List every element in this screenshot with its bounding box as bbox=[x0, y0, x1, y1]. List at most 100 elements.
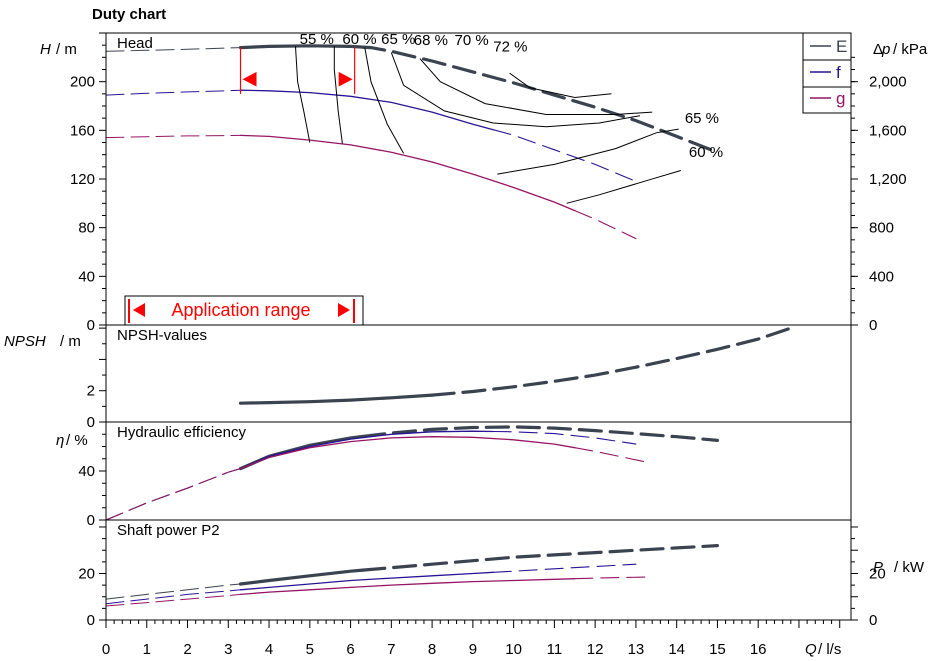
efficiency-label-2: 65 % bbox=[381, 31, 415, 48]
curves-layer bbox=[105, 44, 793, 607]
curve-head-E-right bbox=[361, 45, 719, 154]
x-tick-label: 5 bbox=[306, 641, 314, 658]
chart-title: Duty chart bbox=[92, 6, 166, 23]
x-tick-label: 6 bbox=[346, 641, 354, 658]
curve-power-g-left bbox=[105, 593, 241, 607]
y-tick-label: 0 bbox=[87, 612, 95, 629]
x-tick-label: 3 bbox=[224, 641, 232, 658]
efficiency-label-4: 70 % bbox=[455, 32, 489, 49]
y2-tick-label: 400 bbox=[869, 268, 894, 285]
app-range-box bbox=[124, 295, 364, 326]
head-y-label: H bbox=[40, 41, 51, 58]
x-axis-unit: / l/s bbox=[818, 641, 841, 658]
efficiency-contour-2 bbox=[364, 47, 405, 154]
efficiency-contours bbox=[295, 46, 681, 204]
x-axis-label: Q bbox=[805, 641, 817, 658]
curve-power-E-op bbox=[238, 568, 365, 586]
power-y-label: P bbox=[873, 559, 883, 576]
efficiency-label-3: 68 % bbox=[414, 32, 448, 49]
efficiency-label-5: 72 % bbox=[493, 38, 527, 55]
x-tick-label: 13 bbox=[628, 641, 645, 658]
power-tick-label: 0 bbox=[869, 612, 877, 629]
y2-tick-label: 1,200 bbox=[869, 171, 907, 188]
curve-power-f-left bbox=[105, 589, 241, 605]
curve-head-f-right bbox=[492, 129, 637, 182]
y-tick-label: 20 bbox=[78, 565, 95, 582]
efficiency-label-1: 60 % bbox=[342, 31, 376, 48]
x-tick-label: 1 bbox=[143, 641, 151, 658]
curve-efficiency-g-op bbox=[239, 436, 576, 470]
curve-efficiency-E-left bbox=[105, 468, 241, 521]
efficiency-label-6: 65 % bbox=[685, 110, 719, 127]
x-tick-label: 0 bbox=[102, 641, 110, 658]
efficiency-contour-0 bbox=[295, 46, 311, 143]
y-tick-label: 0 bbox=[87, 512, 95, 529]
x-tick-label: 12 bbox=[587, 641, 604, 658]
x-tick-label: 15 bbox=[709, 641, 726, 658]
y-tick-label: 200 bbox=[70, 74, 95, 91]
x-tick-label: 7 bbox=[387, 641, 395, 658]
curve-power-f-right bbox=[492, 563, 637, 573]
panel-title-power: Shaft power P2 bbox=[117, 522, 220, 539]
curve-efficiency-g-left bbox=[105, 468, 241, 521]
y2-label-delta: Δ bbox=[873, 41, 883, 58]
y2-tick-label: 2,000 bbox=[869, 74, 907, 91]
efficiency-label-0: 55 % bbox=[300, 31, 334, 48]
curve-efficiency-g-right bbox=[574, 447, 649, 463]
y2-label-p: p bbox=[881, 41, 890, 58]
head-y-unit: / m bbox=[56, 41, 77, 58]
app-range-box-arrow-right bbox=[338, 303, 350, 317]
curve-efficiency-f-left bbox=[105, 468, 241, 521]
curve-power-f-op bbox=[239, 571, 494, 591]
axes-layer bbox=[99, 32, 858, 628]
panel-title-efficiency: Hydraulic efficiency bbox=[117, 424, 246, 441]
curve-npsh-E-op bbox=[238, 393, 434, 405]
curve-power-g-right bbox=[574, 576, 649, 580]
npsh-y-unit: / m bbox=[60, 333, 81, 350]
x-tick-label: 16 bbox=[750, 641, 767, 658]
y-tick-label: 0 bbox=[87, 414, 95, 431]
efficiency-contour-5 bbox=[509, 72, 612, 99]
curve-head-g-op bbox=[239, 134, 576, 212]
efficiency-contour-7 bbox=[566, 170, 681, 204]
curve-head-g-right bbox=[574, 210, 637, 240]
y2-tick-label: 800 bbox=[869, 220, 894, 237]
x-tick-label: 9 bbox=[469, 641, 477, 658]
curve-head-E-op bbox=[238, 44, 365, 50]
y-tick-label: 0 bbox=[87, 317, 95, 334]
panel-title-head: Head bbox=[117, 35, 153, 52]
y2-tick-label: 1,600 bbox=[869, 122, 907, 139]
eff-y-label: η bbox=[56, 432, 64, 449]
curve-efficiency-f-right bbox=[492, 430, 637, 445]
app-range-label: Application range bbox=[171, 300, 310, 320]
panel-title-npsh: NPSH-values bbox=[117, 327, 207, 344]
app-range-arrow-left bbox=[242, 71, 257, 87]
plot-frame bbox=[105, 32, 852, 621]
x-tick-label: 11 bbox=[547, 641, 563, 658]
curve-head-f-left bbox=[105, 89, 241, 96]
y-tick-label: 40 bbox=[78, 268, 95, 285]
curve-head-g-left bbox=[105, 134, 241, 139]
efficiency-contour-4 bbox=[419, 58, 653, 115]
efficiency-contour-1 bbox=[333, 46, 343, 144]
curve-efficiency-E-op bbox=[238, 434, 365, 471]
x-tick-label: 10 bbox=[505, 641, 522, 658]
legend-label-f: f bbox=[836, 63, 841, 82]
efficiency-contour-6 bbox=[497, 128, 679, 175]
y2-unit: / kPa bbox=[893, 41, 928, 58]
labels-layer: 04080120160200Head02NPSH-values040Hydrau… bbox=[4, 31, 928, 658]
curve-head-f-op bbox=[239, 89, 494, 131]
curve-efficiency-f-op bbox=[239, 430, 494, 470]
npsh-y-label: NPSH bbox=[4, 333, 46, 350]
efficiency-contour-3 bbox=[390, 52, 641, 128]
curve-power-E-left bbox=[105, 583, 241, 600]
y-tick-label: 2 bbox=[87, 383, 95, 400]
x-tick-label: 4 bbox=[265, 641, 273, 658]
curve-npsh-E-right bbox=[430, 326, 793, 397]
x-tick-label: 2 bbox=[183, 641, 191, 658]
y-tick-label: 160 bbox=[70, 122, 95, 139]
app-range-arrow-right bbox=[338, 71, 353, 87]
x-tick-label: 14 bbox=[668, 641, 685, 658]
eff-y-unit: / % bbox=[66, 432, 88, 449]
